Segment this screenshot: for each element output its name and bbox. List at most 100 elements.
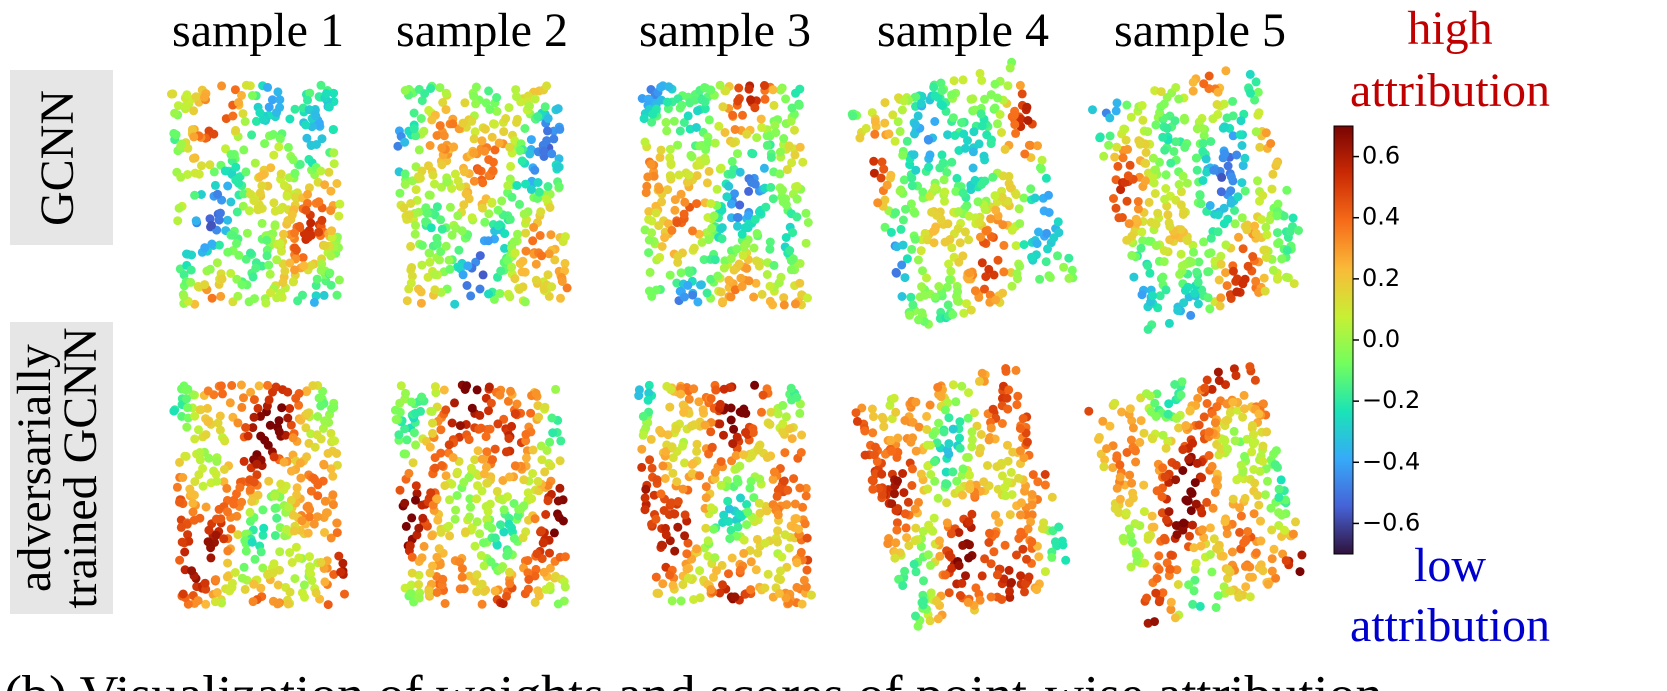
point	[792, 393, 801, 402]
point	[898, 151, 907, 160]
tick-label: 0.2	[1362, 264, 1400, 292]
point	[1122, 101, 1131, 110]
point	[258, 170, 267, 179]
point	[1127, 232, 1136, 241]
point	[233, 208, 242, 217]
point	[739, 405, 748, 414]
point	[891, 408, 900, 417]
point	[228, 112, 237, 121]
point	[271, 531, 280, 540]
point	[460, 98, 469, 107]
point	[1242, 225, 1251, 234]
point	[1194, 278, 1203, 287]
point	[276, 239, 285, 248]
point	[1195, 421, 1204, 430]
point	[905, 311, 914, 320]
point	[531, 514, 540, 523]
point	[507, 422, 516, 431]
point	[770, 101, 779, 110]
point	[803, 294, 812, 303]
point	[1043, 244, 1052, 253]
point	[515, 200, 524, 209]
point	[945, 551, 954, 560]
point	[304, 529, 313, 538]
point	[798, 600, 807, 609]
point	[984, 538, 993, 547]
point	[666, 145, 675, 154]
point	[226, 398, 235, 407]
point	[1013, 392, 1022, 401]
point	[1041, 470, 1050, 479]
point	[877, 470, 886, 479]
point	[1064, 274, 1073, 283]
point	[1104, 141, 1113, 150]
point	[204, 386, 213, 395]
point	[634, 391, 643, 400]
point	[735, 510, 744, 519]
point	[1123, 145, 1132, 154]
point	[766, 420, 775, 429]
point	[401, 450, 410, 459]
point	[791, 151, 800, 160]
point	[316, 402, 325, 411]
point	[442, 105, 451, 114]
point	[780, 448, 789, 457]
point	[1209, 166, 1218, 175]
point	[520, 124, 529, 133]
point	[791, 299, 800, 308]
point	[465, 512, 474, 521]
point	[730, 592, 739, 601]
point-cloud	[634, 381, 816, 609]
point	[965, 471, 974, 480]
point	[753, 535, 762, 544]
point	[418, 241, 427, 250]
point	[1112, 143, 1121, 152]
point	[757, 115, 766, 124]
point	[299, 261, 308, 270]
point	[1179, 298, 1188, 307]
point	[1166, 565, 1175, 574]
point	[275, 416, 284, 425]
point	[1003, 394, 1012, 403]
point	[892, 269, 901, 278]
point	[868, 485, 877, 494]
point	[1188, 521, 1197, 530]
point	[1020, 240, 1029, 249]
point	[540, 467, 549, 476]
point	[639, 412, 648, 421]
point	[724, 517, 733, 526]
point	[311, 112, 320, 121]
point	[1252, 127, 1261, 136]
point-cloud	[1084, 362, 1306, 628]
point	[644, 215, 653, 224]
point	[1000, 483, 1009, 492]
point	[502, 592, 511, 601]
point	[414, 172, 423, 181]
point	[418, 553, 427, 562]
point	[1179, 210, 1188, 219]
point	[468, 213, 477, 222]
point	[924, 136, 933, 145]
point	[544, 182, 553, 191]
point	[320, 577, 329, 586]
point	[283, 388, 292, 397]
point	[561, 552, 570, 561]
point	[1214, 591, 1223, 600]
point	[1112, 106, 1121, 115]
point	[200, 93, 209, 102]
point	[237, 403, 246, 412]
point	[964, 554, 973, 563]
point	[1252, 77, 1261, 86]
point	[322, 89, 331, 98]
point	[490, 120, 499, 129]
point	[1151, 589, 1160, 598]
point	[397, 381, 406, 390]
point	[947, 529, 956, 538]
point	[340, 590, 349, 599]
point	[684, 111, 693, 120]
point	[959, 189, 968, 198]
point	[263, 251, 272, 260]
point	[1171, 137, 1180, 146]
point	[275, 547, 284, 556]
point	[1167, 598, 1176, 607]
